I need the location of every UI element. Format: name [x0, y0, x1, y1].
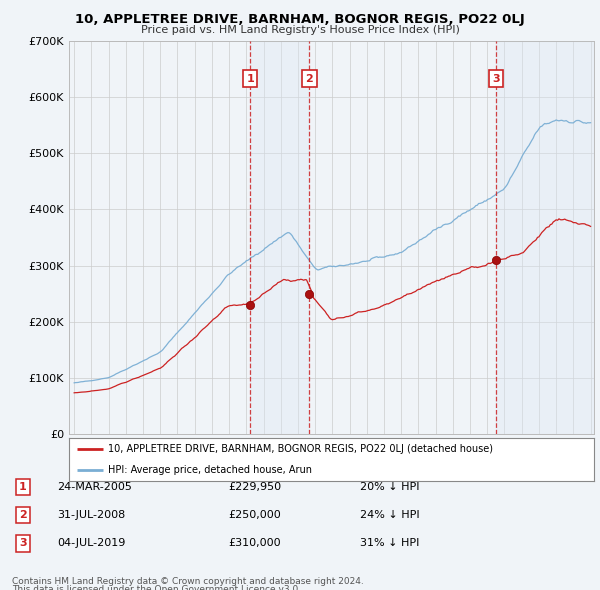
Text: 2: 2 — [305, 74, 313, 84]
Text: 24% ↓ HPI: 24% ↓ HPI — [360, 510, 419, 520]
Text: 10, APPLETREE DRIVE, BARNHAM, BOGNOR REGIS, PO22 0LJ (detached house): 10, APPLETREE DRIVE, BARNHAM, BOGNOR REG… — [109, 444, 493, 454]
Bar — [496, 41, 594, 434]
Text: 24-MAR-2005: 24-MAR-2005 — [57, 482, 132, 491]
Text: 20% ↓ HPI: 20% ↓ HPI — [360, 482, 419, 491]
Text: 31-JUL-2008: 31-JUL-2008 — [57, 510, 125, 520]
Text: This data is licensed under the Open Government Licence v3.0.: This data is licensed under the Open Gov… — [12, 585, 301, 590]
Text: 31% ↓ HPI: 31% ↓ HPI — [360, 539, 419, 548]
Text: 1: 1 — [247, 74, 254, 84]
Text: 3: 3 — [492, 74, 500, 84]
Text: £310,000: £310,000 — [228, 539, 281, 548]
Text: 10, APPLETREE DRIVE, BARNHAM, BOGNOR REGIS, PO22 0LJ: 10, APPLETREE DRIVE, BARNHAM, BOGNOR REG… — [75, 13, 525, 26]
Text: £229,950: £229,950 — [228, 482, 281, 491]
Bar — [250, 41, 310, 434]
Text: 1: 1 — [19, 482, 26, 491]
Text: HPI: Average price, detached house, Arun: HPI: Average price, detached house, Arun — [109, 465, 313, 475]
Text: £250,000: £250,000 — [228, 510, 281, 520]
Text: 3: 3 — [19, 539, 26, 548]
Text: 04-JUL-2019: 04-JUL-2019 — [57, 539, 125, 548]
Text: Price paid vs. HM Land Registry's House Price Index (HPI): Price paid vs. HM Land Registry's House … — [140, 25, 460, 35]
Text: Contains HM Land Registry data © Crown copyright and database right 2024.: Contains HM Land Registry data © Crown c… — [12, 577, 364, 586]
Text: 2: 2 — [19, 510, 26, 520]
